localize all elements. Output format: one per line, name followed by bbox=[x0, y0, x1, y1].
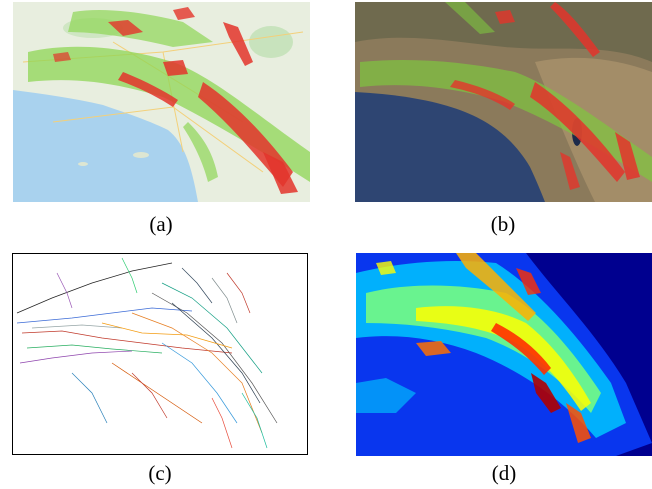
panel-d-density-grid bbox=[356, 253, 652, 456]
satellite-mountains bbox=[355, 2, 652, 62]
hotspot-overlay bbox=[360, 2, 652, 190]
map-ocean bbox=[13, 90, 198, 202]
caption-a: (a) bbox=[149, 212, 173, 236]
hotspot-overlay bbox=[28, 7, 310, 194]
map-park bbox=[249, 26, 293, 58]
panel-c-fault-lines bbox=[12, 253, 308, 455]
caption-b: (b) bbox=[490, 212, 516, 236]
map-island bbox=[78, 162, 88, 166]
density-cells bbox=[356, 253, 652, 456]
map-island bbox=[133, 152, 149, 158]
panel-a-street-map bbox=[13, 2, 310, 202]
panel-b-satellite-map bbox=[355, 2, 652, 202]
caption-c: (c) bbox=[148, 461, 172, 485]
panel-frame bbox=[12, 253, 308, 455]
caption-d: (d) bbox=[491, 461, 517, 485]
fault-traces bbox=[16, 257, 278, 449]
satellite-ocean bbox=[355, 92, 545, 202]
